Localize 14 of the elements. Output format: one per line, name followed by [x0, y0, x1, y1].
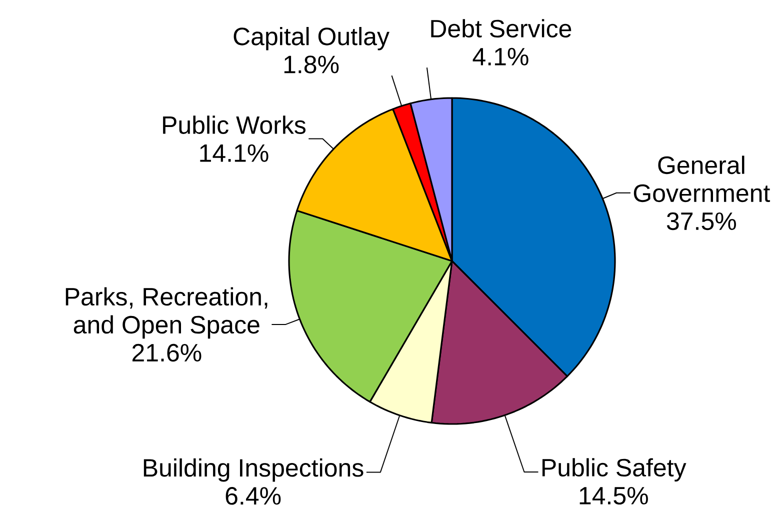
slice-label: Public Safety: [542, 458, 686, 482]
slice-label: General Government: [634, 156, 770, 202]
data-label: 1.8%: [284, 56, 339, 74]
data-label: 4.1%: [472, 48, 528, 66]
data-label: 6.4%: [226, 487, 281, 505]
slice-label: Debt Service: [431, 19, 572, 38]
data-label: 37.5%: [666, 212, 736, 230]
slice-label: Parks, Recreation, and Open Space: [66, 287, 268, 339]
data-label: 14.1%: [200, 144, 268, 162]
slice-label: Capital Outlay: [234, 26, 390, 50]
data-label: 21.6%: [132, 344, 202, 362]
data-label: 14.5%: [580, 486, 648, 505]
slice-label: Public Works: [163, 116, 306, 134]
slice-label: Building Inspections: [144, 458, 364, 482]
